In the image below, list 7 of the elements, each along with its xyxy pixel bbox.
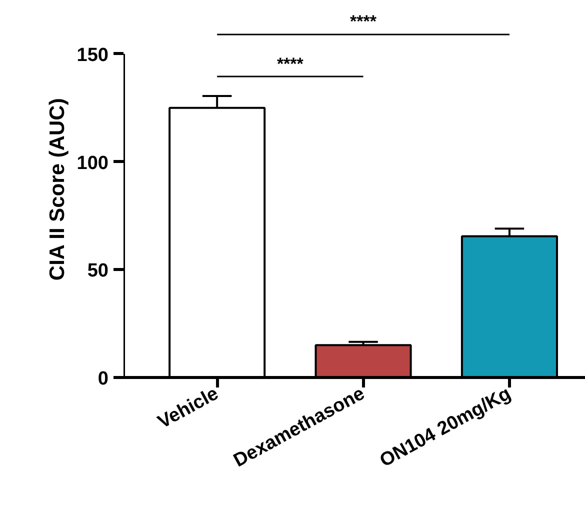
y-tick-label: 50 — [87, 260, 109, 282]
text: **** — [350, 12, 377, 32]
y-tick-label: 100 — [76, 152, 108, 174]
annotation: **** — [276, 54, 304, 74]
y-tick-label: 150 — [76, 44, 108, 66]
y-axis-title: CIA II Score (AUC) — [46, 98, 69, 281]
y-tick-label: 0 — [98, 368, 109, 390]
